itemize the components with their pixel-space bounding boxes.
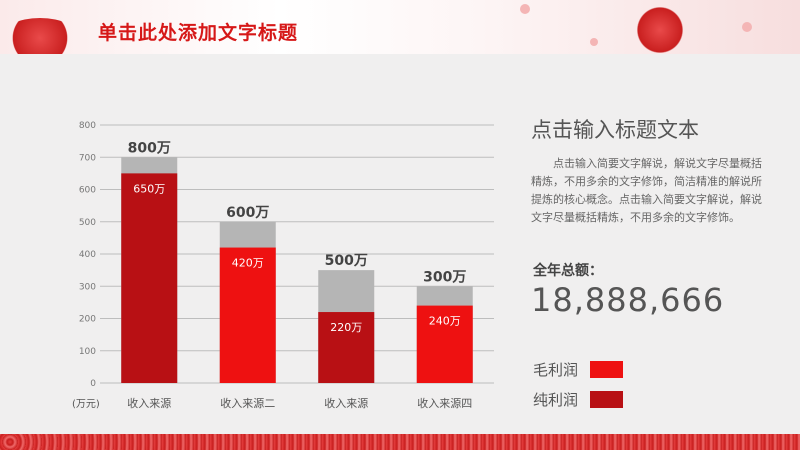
info-description[interactable]: 点击输入简要文字解说，解说文字尽量概括精炼，不用多余的文字修饰，简洁精准的解说所… bbox=[531, 157, 762, 224]
info-title[interactable]: 点击输入标题文本 bbox=[531, 118, 699, 142]
bar-inner-label: 650万 bbox=[133, 182, 165, 195]
blossom-decoration bbox=[590, 38, 598, 46]
legend-swatch bbox=[590, 390, 623, 408]
legend-item-gross: 毛利润 bbox=[533, 360, 623, 379]
legend-label: 毛利润 bbox=[533, 360, 579, 379]
x-tick-label: 收入来源 bbox=[324, 396, 368, 410]
x-tick-label: 收入来源四 bbox=[417, 396, 472, 410]
total-value: 18,888,666 bbox=[531, 281, 725, 319]
y-tick-labels: 0 100 200 300 400 500 600 700 800 bbox=[79, 121, 96, 389]
legend-swatch bbox=[590, 360, 623, 378]
chart-bars bbox=[121, 157, 473, 383]
bar-inner-label: 240万 bbox=[429, 315, 461, 328]
bar-value bbox=[318, 312, 375, 383]
bar-top-label: 600万 bbox=[226, 205, 269, 221]
bar-inner-label: 420万 bbox=[232, 257, 264, 270]
bar-top-label: 300万 bbox=[423, 269, 466, 285]
blossom-decoration bbox=[520, 4, 530, 14]
page-title[interactable]: 单击此处添加文字标题 bbox=[98, 22, 299, 44]
header-banner: 单击此处添加文字标题 bbox=[0, 0, 800, 58]
y-tick-label: 100 bbox=[79, 347, 96, 357]
legend-label: 纯利润 bbox=[533, 390, 579, 409]
x-tick-label: 收入来源二 bbox=[220, 396, 275, 410]
ornament-right bbox=[628, 6, 692, 54]
footer-pattern bbox=[0, 434, 800, 450]
legend-item-net: 纯利润 bbox=[533, 390, 623, 409]
y-tick-label: 600 bbox=[79, 186, 96, 196]
y-tick-label: 400 bbox=[79, 250, 96, 260]
y-tick-label: 300 bbox=[79, 282, 96, 292]
ornament-left bbox=[0, 18, 80, 58]
y-tick-label: 700 bbox=[79, 153, 96, 163]
bar-inner-label: 220万 bbox=[330, 321, 362, 334]
y-unit-label: (万元) bbox=[72, 399, 100, 410]
blossom-decoration bbox=[742, 22, 752, 32]
x-tick-label: 收入来源 bbox=[127, 396, 171, 410]
y-tick-label: 800 bbox=[79, 121, 96, 131]
bar-value bbox=[219, 247, 276, 383]
y-tick-label: 0 bbox=[90, 379, 96, 389]
total-label: 全年总额： bbox=[533, 263, 603, 279]
bar-value bbox=[121, 173, 178, 383]
bar-top-label: 500万 bbox=[325, 253, 368, 269]
y-tick-label: 500 bbox=[79, 218, 96, 228]
bar-value bbox=[416, 305, 473, 383]
y-tick-label: 200 bbox=[79, 315, 96, 325]
bar-top-label: 800万 bbox=[128, 140, 171, 156]
